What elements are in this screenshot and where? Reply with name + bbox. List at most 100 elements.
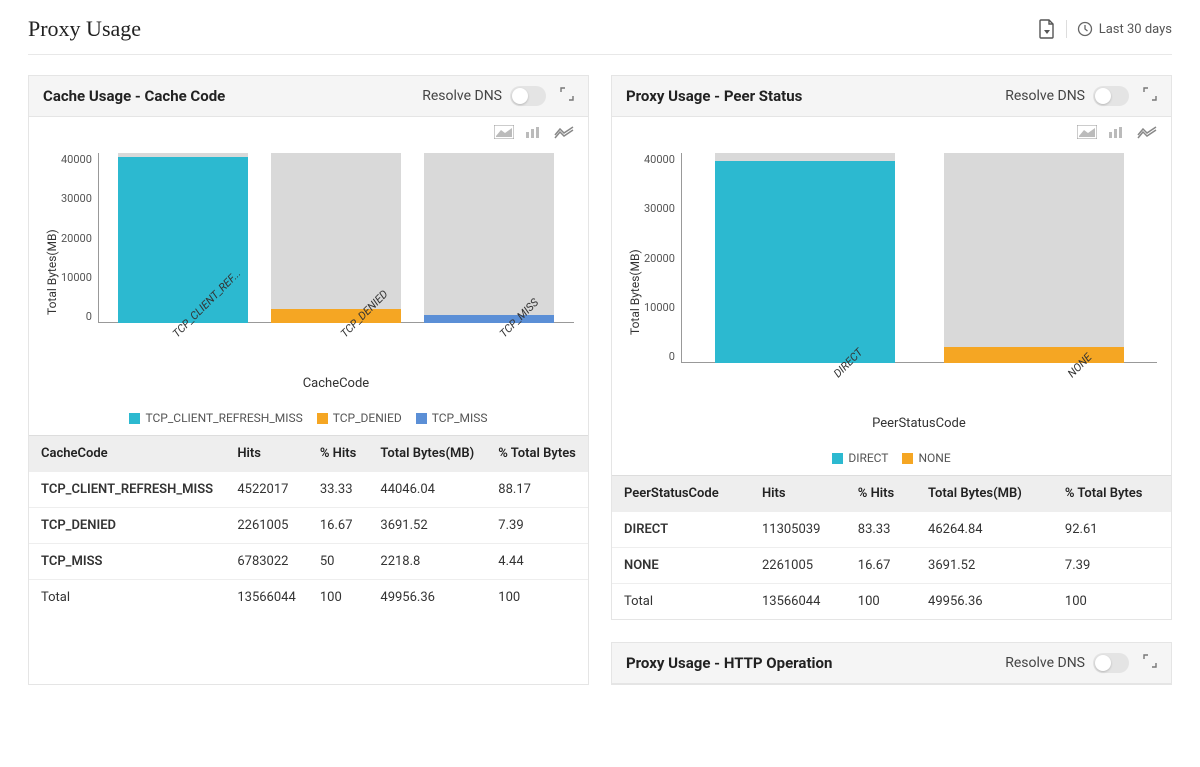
table-row: Total1356604410049956.36100 bbox=[612, 584, 1171, 620]
resolve-dns-label: Resolve DNS bbox=[1005, 655, 1085, 671]
cell: Total bbox=[29, 580, 225, 616]
bar-segment-remainder bbox=[271, 153, 401, 309]
table-row: TCP_DENIED226100516.673691.527.39 bbox=[29, 508, 588, 544]
cell: 16.67 bbox=[308, 508, 369, 544]
chart-type-bar-icon[interactable] bbox=[1107, 125, 1127, 143]
cell: 2261005 bbox=[750, 548, 846, 584]
cell: 2261005 bbox=[225, 508, 308, 544]
x-axis-label: CacheCode bbox=[98, 376, 574, 391]
cell: 7.39 bbox=[486, 508, 588, 544]
cell: 33.33 bbox=[308, 472, 369, 508]
resolve-dns-label: Resolve DNS bbox=[422, 88, 502, 104]
column-header[interactable]: CacheCode bbox=[29, 436, 225, 472]
legend-item[interactable]: DIRECT bbox=[832, 451, 888, 465]
column-header[interactable]: % Total Bytes bbox=[486, 436, 588, 472]
cell: 49956.36 bbox=[368, 580, 486, 616]
row-link[interactable]: TCP_MISS bbox=[29, 544, 225, 580]
resolve-dns-label: Resolve DNS bbox=[1005, 88, 1085, 104]
row-link[interactable]: TCP_DENIED bbox=[29, 508, 225, 544]
cell: 44046.04 bbox=[368, 472, 486, 508]
cell: 100 bbox=[1053, 584, 1171, 620]
cell: 88.17 bbox=[486, 472, 588, 508]
export-pdf-button[interactable] bbox=[1038, 19, 1056, 39]
time-range-selector[interactable]: Last 30 days bbox=[1077, 21, 1172, 37]
x-axis-label: PeerStatusCode bbox=[681, 416, 1157, 431]
legend-item[interactable]: TCP_DENIED bbox=[317, 411, 402, 425]
cell: 46264.84 bbox=[916, 512, 1053, 548]
legend-item[interactable]: TCP_CLIENT_REFRESH_MISS bbox=[129, 411, 302, 425]
table-row: NONE226100516.673691.527.39 bbox=[612, 548, 1171, 584]
cell: 100 bbox=[486, 580, 588, 616]
card-title: Proxy Usage - Peer Status bbox=[626, 87, 802, 105]
card-header: Proxy Usage - Peer Status Resolve DNS bbox=[612, 76, 1171, 117]
legend: TCP_CLIENT_REFRESH_MISS TCP_DENIED TCP_MIS… bbox=[29, 411, 588, 425]
page-header: Proxy Usage Last 30 days bbox=[28, 16, 1172, 55]
cell: 4522017 bbox=[225, 472, 308, 508]
cell: 3691.52 bbox=[916, 548, 1053, 584]
divider bbox=[1066, 20, 1067, 38]
bar-segment-remainder bbox=[944, 153, 1124, 347]
card-header: Cache Usage - Cache Code Resolve DNS bbox=[29, 76, 588, 117]
chart-type-area-icon[interactable] bbox=[494, 125, 514, 143]
chart-type-area-icon[interactable] bbox=[1077, 125, 1097, 143]
chart-type-bar-icon[interactable] bbox=[524, 125, 544, 143]
resolve-dns-toggle[interactable] bbox=[1093, 653, 1129, 673]
expand-icon[interactable] bbox=[1143, 654, 1157, 672]
cell: 50 bbox=[308, 544, 369, 580]
chart-type-line-icon[interactable] bbox=[554, 125, 574, 143]
y-axis-label: Total Bytes(MB) bbox=[43, 153, 61, 391]
cell: 11305039 bbox=[750, 512, 846, 548]
chart-type-toolbar bbox=[612, 117, 1171, 143]
column-header[interactable]: PeerStatusCode bbox=[612, 476, 750, 512]
cell: 100 bbox=[846, 584, 916, 620]
bar-segment[interactable] bbox=[715, 161, 895, 363]
bar-segment[interactable] bbox=[944, 347, 1124, 363]
expand-icon[interactable] bbox=[1143, 87, 1157, 105]
cell: 2218.8 bbox=[368, 544, 486, 580]
legend: DIRECT NONE bbox=[612, 451, 1171, 465]
data-table: PeerStatusCodeHits% HitsTotal Bytes(MB)%… bbox=[612, 475, 1171, 619]
column-header[interactable]: % Total Bytes bbox=[1053, 476, 1171, 512]
y-axis-label: Total Bytes(MB) bbox=[626, 153, 644, 431]
cell: 16.67 bbox=[846, 548, 916, 584]
row-link[interactable]: DIRECT bbox=[612, 512, 750, 548]
page-title: Proxy Usage bbox=[28, 16, 141, 42]
cell: 6783022 bbox=[225, 544, 308, 580]
column-header[interactable]: % Hits bbox=[846, 476, 916, 512]
row-link[interactable]: NONE bbox=[612, 548, 750, 584]
bar-segment[interactable] bbox=[118, 157, 248, 323]
card-title: Cache Usage - Cache Code bbox=[43, 87, 225, 105]
resolve-dns-control: Resolve DNS bbox=[422, 86, 546, 106]
column-header[interactable]: Total Bytes(MB) bbox=[368, 436, 486, 472]
row-link[interactable]: TCP_CLIENT_REFRESH_MISS bbox=[29, 472, 225, 508]
table-row: DIRECT1130503983.3346264.8492.61 bbox=[612, 512, 1171, 548]
cell: 4.44 bbox=[486, 544, 588, 580]
cell: 83.33 bbox=[846, 512, 916, 548]
legend-item[interactable]: TCP_MISS bbox=[416, 411, 488, 425]
cell: 92.61 bbox=[1053, 512, 1171, 548]
chart-type-toolbar bbox=[29, 117, 588, 143]
resolve-dns-control: Resolve DNS bbox=[1005, 86, 1129, 106]
time-range-label: Last 30 days bbox=[1099, 22, 1172, 37]
resolve-dns-toggle[interactable] bbox=[1093, 86, 1129, 106]
legend-item[interactable]: NONE bbox=[902, 451, 950, 465]
column-header[interactable]: Total Bytes(MB) bbox=[916, 476, 1053, 512]
cell: Total bbox=[612, 584, 750, 620]
page-actions: Last 30 days bbox=[1038, 19, 1172, 39]
column-header[interactable]: % Hits bbox=[308, 436, 369, 472]
chart-region: Total Bytes(MB)400003000020000100000TCP_… bbox=[29, 143, 588, 397]
bar-segment[interactable] bbox=[424, 315, 554, 323]
expand-icon[interactable] bbox=[560, 87, 574, 105]
column-header[interactable]: Hits bbox=[225, 436, 308, 472]
card-peer-status: Proxy Usage - Peer Status Resolve DNS bbox=[611, 75, 1172, 620]
chart-type-line-icon[interactable] bbox=[1137, 125, 1157, 143]
data-table: CacheCodeHits% HitsTotal Bytes(MB)% Tota… bbox=[29, 435, 588, 615]
table-row: TCP_MISS6783022502218.84.44 bbox=[29, 544, 588, 580]
bar-segment-remainder bbox=[424, 153, 554, 315]
bar-segment[interactable] bbox=[271, 309, 401, 323]
card-http-operation: Proxy Usage - HTTP Operation Resolve DNS bbox=[611, 642, 1172, 685]
column-header[interactable]: Hits bbox=[750, 476, 846, 512]
resolve-dns-toggle[interactable] bbox=[510, 86, 546, 106]
card-title: Proxy Usage - HTTP Operation bbox=[626, 654, 832, 672]
cell: 13566044 bbox=[225, 580, 308, 616]
